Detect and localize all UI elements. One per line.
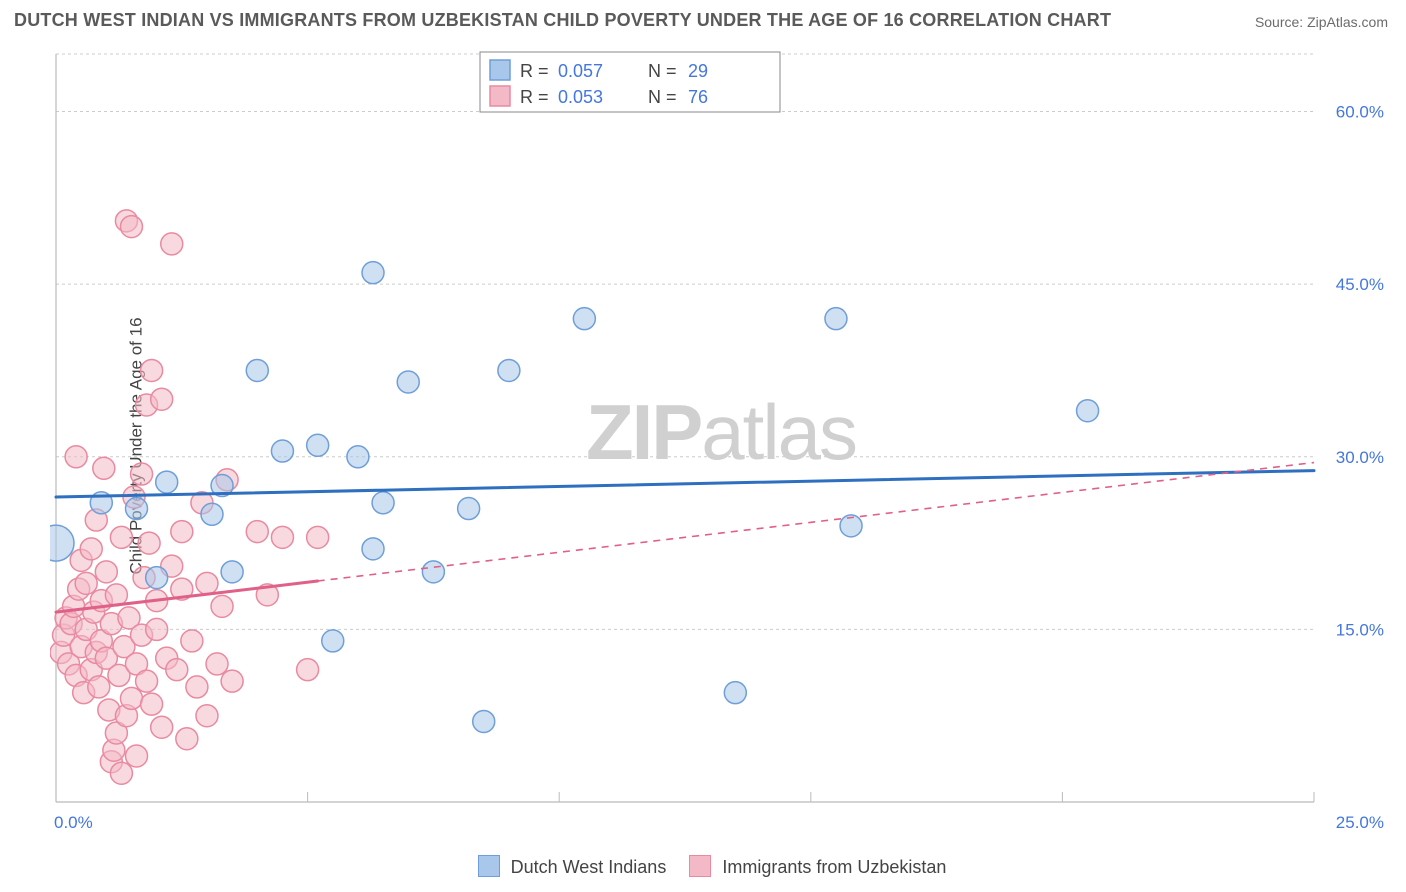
svg-text:29: 29 — [688, 61, 708, 81]
svg-text:25.0%: 25.0% — [1336, 813, 1384, 832]
source-attribution: Source: ZipAtlas.com — [1255, 14, 1388, 30]
svg-text:45.0%: 45.0% — [1336, 275, 1384, 294]
svg-text:R =: R = — [520, 61, 549, 81]
legend-square-1 — [478, 855, 500, 877]
bottom-legend: Dutch West Indians Immigrants from Uzbek… — [0, 855, 1406, 878]
svg-text:R =: R = — [520, 87, 549, 107]
svg-text:ZIPatlas: ZIPatlas — [586, 388, 856, 476]
svg-text:N =: N = — [648, 61, 677, 81]
svg-text:30.0%: 30.0% — [1336, 448, 1384, 467]
svg-text:0.0%: 0.0% — [54, 813, 93, 832]
legend-label-2: Immigrants from Uzbekistan — [722, 857, 946, 877]
svg-text:60.0%: 60.0% — [1336, 103, 1384, 122]
chart-svg: ZIPatlas 15.0% 30.0% 45.0% 60.0% 0.0% 25.0% R =… — [50, 48, 1392, 838]
svg-text:N =: N = — [648, 87, 677, 107]
legend-label-1: Dutch West Indians — [511, 857, 667, 877]
svg-text:15.0%: 15.0% — [1336, 620, 1384, 639]
svg-text:0.057: 0.057 — [558, 61, 603, 81]
chart-title: DUTCH WEST INDIAN VS IMMIGRANTS FROM UZB… — [14, 10, 1111, 31]
scatter-plot: ZIPatlas 15.0% 30.0% 45.0% 60.0% 0.0% 25.0% R =… — [50, 48, 1392, 838]
svg-text:0.053: 0.053 — [558, 87, 603, 107]
svg-text:76: 76 — [688, 87, 708, 107]
legend-square-2 — [689, 855, 711, 877]
